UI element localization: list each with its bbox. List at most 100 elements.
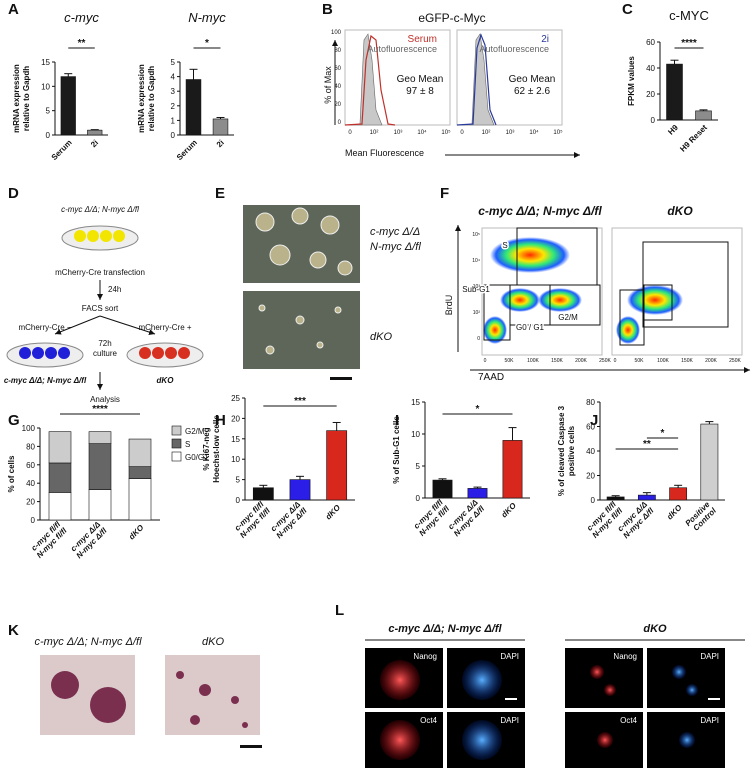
y-axis-label: mRNA expression [12, 64, 21, 133]
column-header: c-myc Δ/Δ; N-myc Δ/fl [388, 623, 502, 635]
y-tick-label: 40 [26, 479, 35, 488]
stain-label: Nanog [413, 652, 437, 661]
x-tick-label: 0 [484, 358, 487, 364]
bar-segment [48, 462, 72, 493]
y-tick-label: 5 [171, 58, 176, 67]
legend-swatch [171, 425, 182, 436]
y-tick-label: 40 [646, 64, 655, 73]
panel-letter: L [335, 602, 344, 619]
significance-label: ** [643, 439, 651, 450]
stat-label: Geo Mean [509, 74, 556, 85]
x-tick-label: 10² [370, 130, 379, 136]
y-tick-label: 100 [22, 424, 36, 433]
legend-label: S [185, 440, 190, 449]
x-tick-label: dKO [665, 503, 684, 522]
bar-segment [128, 478, 152, 521]
bar-segment [128, 466, 152, 479]
x-tick-label: 10² [482, 130, 491, 136]
x-tick-label: 150K [551, 358, 563, 364]
significance-label: * [661, 428, 665, 439]
y-tick-label: 15 [41, 58, 50, 67]
y-tick-label: 10 [41, 82, 50, 91]
plot-title: dKO [667, 204, 693, 218]
x-tick-label: 200K [575, 358, 587, 364]
stain-label: Oct4 [620, 716, 637, 725]
y-tick-label: 0 [591, 496, 596, 505]
y-axis-label: mRNA expression [137, 64, 146, 133]
y-tick-label: 0 [416, 494, 421, 503]
bar-segment [48, 431, 72, 464]
gate-label: S [502, 241, 507, 250]
y-tick-label: 0 [651, 116, 656, 125]
panel-letter: A [8, 1, 19, 18]
y-tick-label: 10⁴ [472, 258, 480, 264]
y-axis-label: Hoechst-low cells [212, 415, 221, 483]
bar-segment [88, 443, 112, 490]
colony-images [243, 205, 360, 380]
stat-label: Geo Mean [397, 74, 444, 85]
column-header: dKO [643, 623, 667, 635]
y-axis-label: % of Sub-G1 cells [392, 416, 401, 484]
y-tick-label: 40 [586, 447, 595, 456]
chart-title: c-myc [64, 10, 99, 25]
x-tick-label: 100K [657, 358, 669, 364]
y-axis-label: % of cells [7, 455, 16, 492]
panel-letter: H [215, 412, 226, 429]
chart-title: N-myc [188, 10, 226, 25]
y-tick-label: 10 [231, 455, 240, 464]
y-tick-label: 5 [236, 476, 241, 485]
y-tick-label: 80 [334, 48, 341, 54]
control-label: Autofluorescence [479, 44, 549, 54]
y-tick-label: 80 [26, 442, 35, 451]
significance-label: * [476, 404, 480, 415]
immunofluorescence-images [365, 639, 745, 768]
diagram-label: mCherry-Cre transfection [55, 268, 145, 277]
stain-label: Nanog [613, 652, 637, 661]
y-tick-label: 60 [334, 66, 341, 72]
y-tick-label: 60 [646, 38, 655, 47]
panel-letter: I [395, 412, 399, 429]
y-tick-label: 0 [477, 336, 480, 342]
diagram-label: culture [93, 349, 118, 358]
y-tick-label: 1 [171, 116, 176, 125]
significance-label: *** [294, 396, 306, 407]
significance-label: **** [92, 404, 108, 415]
bar [700, 423, 719, 501]
panel-letter: J [590, 412, 598, 429]
control-label: Autofluorescence [367, 44, 437, 54]
bar [252, 487, 274, 501]
x-tick-label: 200K [705, 358, 717, 364]
stat-value: 97 ± 8 [406, 86, 434, 97]
bar [666, 63, 683, 121]
x-tick-label: 0 [460, 130, 464, 136]
y-tick-label: 40 [334, 84, 341, 90]
panel-letter: F [440, 185, 449, 202]
image-label: c-myc Δ/Δ [370, 226, 420, 238]
y-tick-label: 25 [231, 394, 240, 403]
ap-staining-images [40, 655, 262, 748]
flow-dotplots [455, 225, 750, 373]
diagram-label: dKO [157, 376, 175, 385]
y-tick-label: 4 [171, 73, 176, 82]
bar [289, 479, 311, 501]
bar [87, 129, 103, 136]
y-axis-label: relative to Gapdh [147, 66, 156, 131]
y-axis-label: positive cells [567, 425, 576, 476]
y-tick-label: 3 [171, 87, 176, 96]
diagram-label: Analysis [90, 395, 120, 404]
diagram-label: c-myc Δ/Δ; N-myc Δ/fl [4, 376, 87, 385]
image-label: dKO [370, 331, 392, 343]
y-tick-label: 10³ [473, 284, 481, 290]
panel-letter: B [322, 1, 333, 18]
x-tick-label: 250K [729, 358, 741, 364]
panel-letter: D [8, 185, 19, 202]
stain-label: DAPI [700, 716, 719, 725]
y-tick-label: 0 [171, 131, 176, 140]
bar-segment [88, 431, 112, 444]
chart-title: c-MYC [669, 8, 709, 23]
bar [432, 479, 453, 499]
x-tick-label: H9 Reset [678, 123, 709, 154]
x-tick-label: 150K [681, 358, 693, 364]
y-tick-label: 10 [411, 430, 420, 439]
